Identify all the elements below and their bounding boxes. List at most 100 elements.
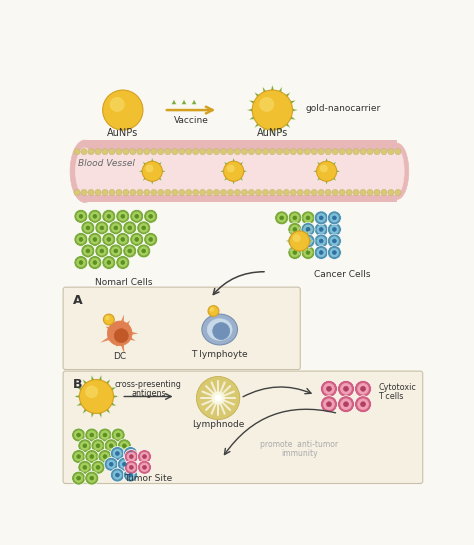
Circle shape (110, 468, 124, 482)
Circle shape (88, 233, 102, 246)
FancyBboxPatch shape (85, 140, 397, 202)
Circle shape (146, 212, 155, 221)
Polygon shape (142, 161, 147, 166)
Polygon shape (277, 87, 282, 95)
Polygon shape (142, 176, 147, 181)
Circle shape (110, 98, 124, 112)
Text: promote  anti-tumor: promote anti-tumor (260, 440, 338, 449)
Polygon shape (335, 169, 341, 173)
Circle shape (104, 457, 118, 471)
Circle shape (128, 473, 132, 477)
Circle shape (130, 233, 144, 246)
Polygon shape (238, 176, 244, 181)
Circle shape (306, 216, 310, 220)
Circle shape (357, 399, 368, 410)
Circle shape (128, 226, 132, 230)
Circle shape (179, 149, 185, 155)
Circle shape (84, 223, 92, 232)
Polygon shape (254, 120, 262, 128)
Circle shape (327, 386, 331, 391)
Circle shape (288, 246, 302, 259)
Text: Cytotoxic: Cytotoxic (379, 383, 417, 392)
Circle shape (355, 380, 372, 397)
Circle shape (317, 237, 326, 245)
Circle shape (85, 450, 99, 463)
Circle shape (355, 396, 372, 413)
Circle shape (114, 431, 122, 439)
Circle shape (77, 235, 85, 244)
Circle shape (107, 460, 116, 469)
Circle shape (109, 444, 113, 447)
Circle shape (127, 463, 136, 471)
Circle shape (361, 386, 365, 391)
Circle shape (146, 235, 155, 244)
Circle shape (116, 452, 119, 456)
Circle shape (255, 189, 262, 196)
Circle shape (74, 149, 80, 155)
Text: AuNPs: AuNPs (107, 128, 138, 138)
Circle shape (96, 465, 100, 469)
Circle shape (81, 221, 95, 235)
Polygon shape (331, 176, 337, 181)
Circle shape (269, 189, 275, 196)
Circle shape (74, 431, 83, 439)
Circle shape (192, 149, 199, 155)
Text: antigens: antigens (131, 389, 166, 398)
Circle shape (123, 221, 137, 235)
Polygon shape (105, 326, 112, 331)
Ellipse shape (70, 140, 100, 202)
Circle shape (339, 189, 345, 196)
Circle shape (276, 189, 283, 196)
Circle shape (121, 261, 125, 264)
Circle shape (72, 450, 86, 463)
Text: A: A (73, 294, 83, 307)
Circle shape (293, 216, 297, 220)
Circle shape (116, 233, 130, 246)
Circle shape (90, 433, 94, 437)
Circle shape (297, 189, 303, 196)
Circle shape (133, 235, 141, 244)
Circle shape (290, 231, 310, 251)
Circle shape (293, 235, 300, 241)
Polygon shape (124, 320, 130, 328)
Polygon shape (109, 387, 117, 392)
Circle shape (79, 214, 83, 218)
Circle shape (164, 189, 171, 196)
Circle shape (332, 251, 336, 255)
Polygon shape (116, 342, 119, 347)
Circle shape (139, 247, 148, 255)
Circle shape (196, 377, 240, 420)
Text: Vaccine: Vaccine (173, 116, 209, 125)
Polygon shape (91, 410, 95, 418)
Circle shape (93, 238, 97, 241)
Circle shape (388, 189, 394, 196)
Circle shape (207, 189, 213, 196)
Circle shape (100, 226, 104, 230)
Circle shape (304, 249, 312, 257)
Circle shape (122, 462, 126, 466)
Circle shape (186, 189, 192, 196)
Circle shape (361, 402, 365, 407)
Circle shape (327, 402, 331, 407)
Circle shape (151, 149, 157, 155)
Circle shape (88, 452, 96, 461)
Circle shape (81, 244, 95, 258)
Circle shape (260, 98, 274, 112)
Circle shape (280, 216, 283, 220)
Circle shape (288, 222, 302, 237)
Polygon shape (104, 407, 110, 414)
Circle shape (304, 214, 312, 222)
Circle shape (304, 237, 312, 245)
Polygon shape (287, 100, 296, 106)
Polygon shape (191, 99, 197, 105)
Text: AuNPs: AuNPs (257, 128, 288, 138)
Circle shape (107, 261, 111, 264)
Circle shape (109, 221, 123, 235)
Circle shape (98, 247, 106, 255)
Circle shape (328, 211, 341, 225)
Circle shape (130, 149, 136, 155)
Circle shape (381, 189, 387, 196)
Circle shape (142, 249, 146, 253)
Polygon shape (238, 161, 244, 166)
Circle shape (93, 261, 97, 264)
